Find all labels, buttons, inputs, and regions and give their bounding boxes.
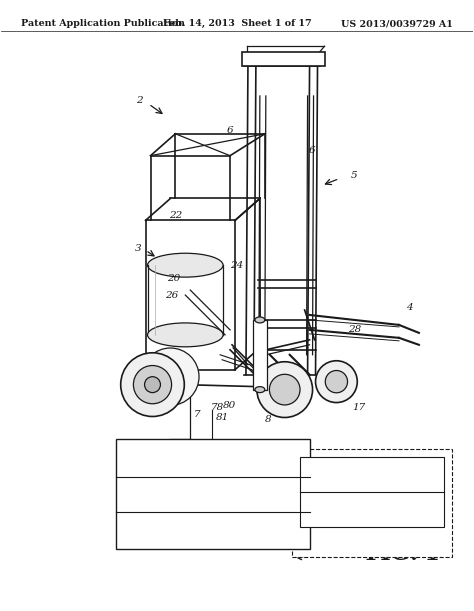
- Text: 2: 2: [136, 97, 143, 106]
- Text: Steering and: Steering and: [121, 445, 184, 455]
- Text: 31: 31: [427, 535, 440, 544]
- Text: 5: 5: [351, 171, 357, 180]
- Bar: [253, 320, 267, 390]
- Text: 81: 81: [216, 413, 229, 422]
- Circle shape: [145, 376, 161, 393]
- Text: US 2013/0039729 A1: US 2013/0039729 A1: [341, 20, 453, 28]
- Circle shape: [142, 348, 199, 405]
- Text: 6: 6: [227, 126, 233, 135]
- Text: 4: 4: [406, 304, 412, 312]
- Text: Hydraulic: Hydraulic: [305, 496, 353, 505]
- Text: Processor: Processor: [121, 516, 169, 525]
- Text: Feb. 14, 2013  Sheet 1 of 17: Feb. 14, 2013 Sheet 1 of 17: [163, 20, 311, 28]
- Text: 24: 24: [230, 261, 244, 269]
- Bar: [292, 449, 452, 557]
- Text: 80: 80: [222, 401, 236, 410]
- Text: Sensor: Sensor: [305, 507, 339, 516]
- Text: Control System: Control System: [121, 457, 197, 466]
- Text: 14: 14: [293, 536, 306, 545]
- Text: Sensor System: Sensor System: [295, 533, 368, 542]
- Text: 18: 18: [427, 514, 440, 523]
- Bar: [116, 439, 310, 549]
- Text: 16: 16: [427, 479, 440, 488]
- Ellipse shape: [255, 387, 265, 393]
- Text: Patent Application Publication: Patent Application Publication: [21, 20, 185, 28]
- Text: Sensor: Sensor: [305, 472, 339, 481]
- Ellipse shape: [147, 323, 223, 347]
- Text: 28: 28: [348, 326, 361, 334]
- Circle shape: [121, 353, 184, 417]
- Text: 15: 15: [126, 388, 139, 397]
- Circle shape: [257, 362, 312, 417]
- Circle shape: [133, 365, 172, 404]
- Text: Hydraulic: Hydraulic: [121, 481, 169, 490]
- Text: 12: 12: [293, 445, 306, 455]
- Bar: [300, 457, 444, 527]
- Text: 8: 8: [264, 415, 271, 424]
- Text: System: System: [121, 492, 157, 501]
- Text: 17: 17: [353, 403, 366, 412]
- Text: 78: 78: [210, 403, 224, 412]
- Circle shape: [316, 360, 357, 403]
- Text: 22: 22: [169, 211, 182, 220]
- Text: 26: 26: [165, 291, 178, 299]
- Ellipse shape: [147, 253, 223, 277]
- Circle shape: [325, 370, 347, 393]
- Text: 20: 20: [167, 274, 180, 283]
- Text: Rotation: Rotation: [305, 461, 346, 470]
- Text: 10: 10: [288, 407, 301, 416]
- Text: 7: 7: [194, 410, 201, 419]
- Ellipse shape: [255, 317, 265, 323]
- Text: 30: 30: [277, 60, 291, 68]
- Text: 3: 3: [135, 244, 142, 253]
- Text: 13: 13: [293, 507, 306, 516]
- Text: 6: 6: [308, 146, 315, 155]
- Bar: [242, 52, 326, 66]
- Text: FIG. 1: FIG. 1: [366, 543, 442, 565]
- Circle shape: [269, 375, 300, 405]
